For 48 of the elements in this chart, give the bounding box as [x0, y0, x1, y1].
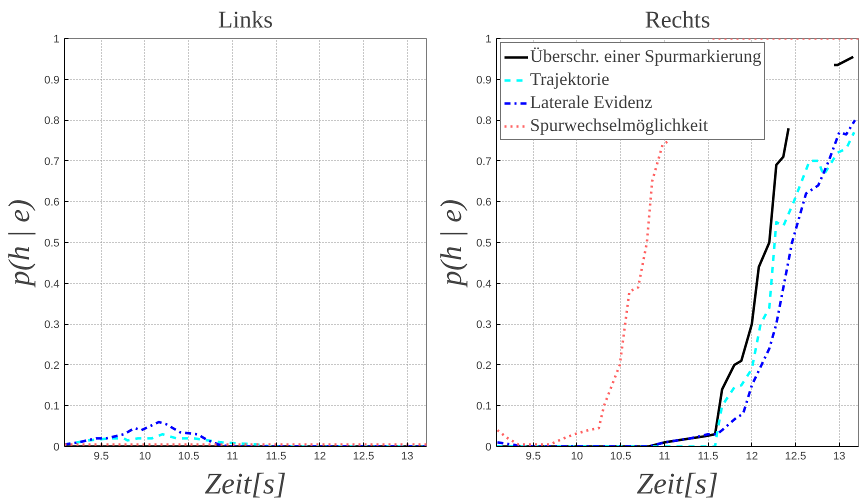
x-axis-title: Zeit[s]	[636, 468, 718, 500]
y-tick-label: 0.7	[44, 156, 60, 168]
y-tick-label: 0	[53, 442, 60, 454]
y-tick-label: 0.2	[476, 360, 492, 372]
y-tick-label: 0.9	[476, 74, 492, 86]
legend-label: Laterale Evidenz	[530, 92, 652, 113]
y-tick-label: 0.5	[44, 238, 60, 250]
y-tick-label: 0.5	[476, 238, 492, 250]
y-tick-label: 0.9	[44, 74, 60, 86]
x-axis-title: Zeit[s]	[204, 468, 286, 500]
x-tick-label: 12.5	[784, 450, 806, 462]
y-tick-label: 0.8	[44, 115, 60, 128]
chart-title: Links	[218, 8, 273, 34]
x-tick-label: 11.5	[698, 450, 718, 462]
y-tick-label: 0.3	[476, 319, 492, 332]
y-tick-label: 0	[485, 442, 492, 454]
y-tick-label: 0.6	[44, 196, 60, 209]
y-tick-label: 1	[53, 34, 60, 46]
legend-label: Spurwechselmöglichkeit	[530, 115, 708, 136]
y-tick-label: 0.6	[476, 196, 492, 209]
y-tick-label: 0.1	[476, 400, 492, 413]
x-tick-label: 13	[833, 450, 846, 462]
x-tick-label: 13	[401, 450, 414, 462]
x-tick-label: 10.5	[610, 450, 632, 462]
y-tick-label: 1	[485, 34, 492, 46]
x-tick-label: 10	[570, 450, 584, 462]
y-tick-label: 0.4	[44, 278, 60, 290]
x-tick-label: 10	[138, 450, 152, 462]
chart-title: Rechts	[644, 8, 710, 34]
y-tick-label: 0.2	[44, 360, 60, 372]
y-axis-title: p(h | e)	[3, 199, 36, 288]
x-tick-label: 12.5	[352, 450, 374, 462]
y-tick-label: 0.8	[476, 115, 492, 128]
x-tick-label: 11	[226, 450, 238, 462]
y-tick-label: 0.7	[476, 156, 492, 168]
y-tick-label: 0.4	[476, 278, 492, 290]
legend-label: Überschr. einer Spurmarkierung	[530, 46, 762, 67]
legend-label: Trajektorie	[530, 69, 610, 90]
x-tick-label: 12	[314, 450, 326, 462]
y-tick-label: 0.1	[44, 400, 60, 413]
x-tick-label: 9.5	[94, 450, 109, 462]
x-tick-label: 12	[746, 450, 758, 462]
y-axis-title: p(h | e)	[435, 199, 468, 288]
x-tick-label: 11	[658, 450, 670, 462]
x-tick-label: 10.5	[178, 450, 200, 462]
y-tick-label: 0.3	[44, 319, 60, 332]
x-tick-label: 11.5	[266, 450, 286, 462]
x-tick-label: 9.5	[526, 450, 541, 462]
